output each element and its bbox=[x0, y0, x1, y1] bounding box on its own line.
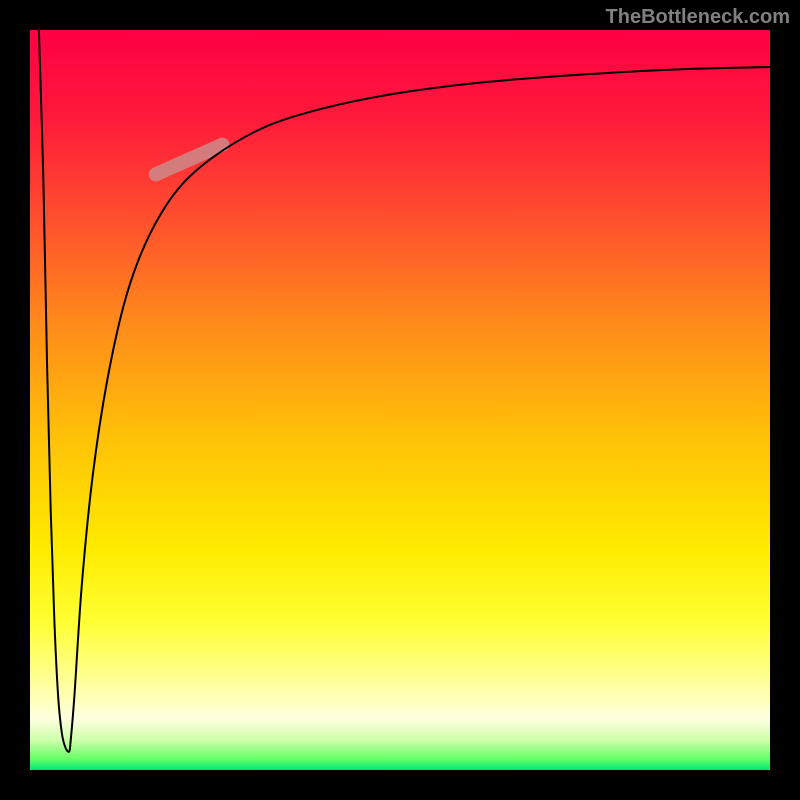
bottleneck-curve-chart bbox=[30, 30, 770, 770]
chart-background-gradient bbox=[30, 30, 770, 770]
plot-area bbox=[30, 30, 770, 770]
chart-container: TheBottleneck.com bbox=[0, 0, 800, 800]
watermark-text: TheBottleneck.com bbox=[606, 6, 790, 29]
